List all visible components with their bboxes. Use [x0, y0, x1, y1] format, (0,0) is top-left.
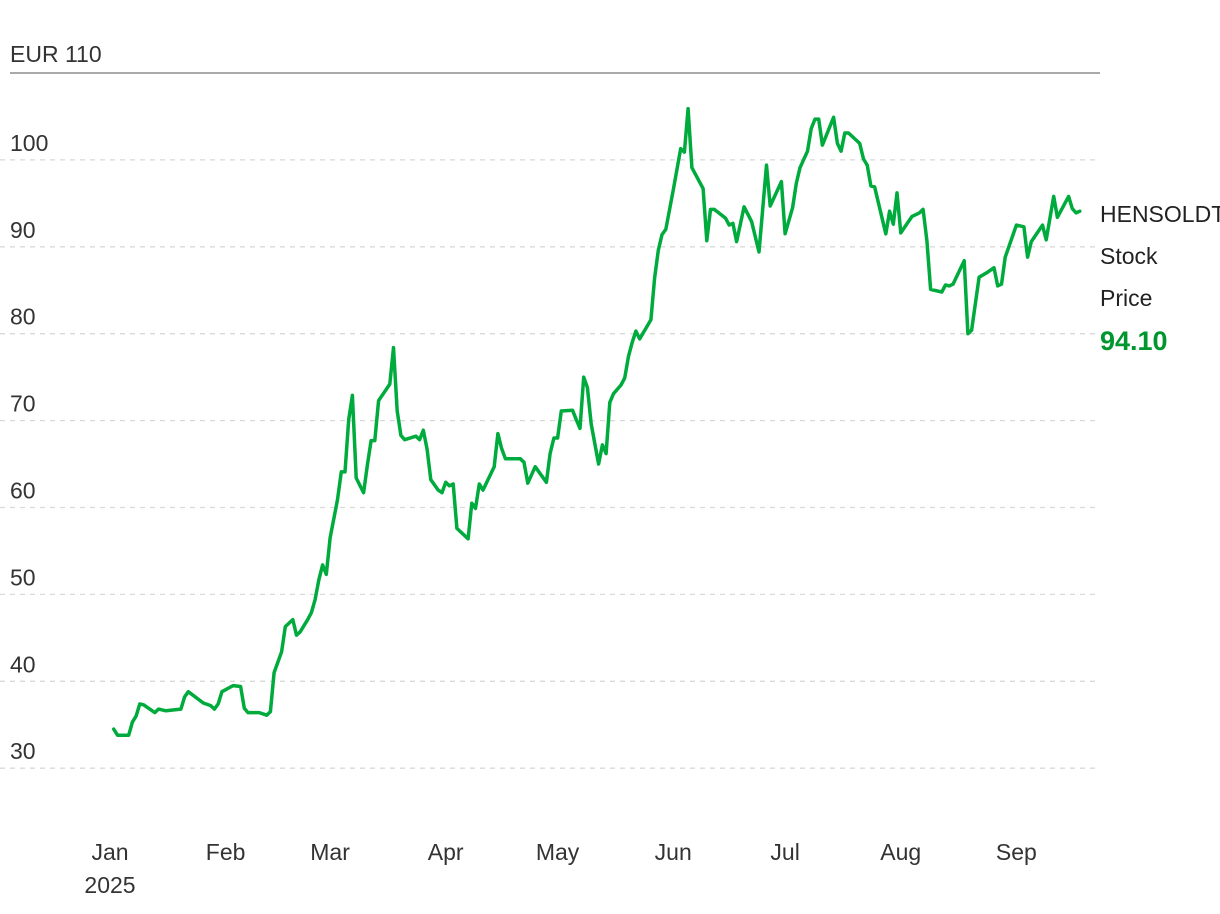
x-tick-label: Feb [206, 839, 246, 865]
x-axis-ticks: Jan 2025 Feb Mar Apr May Jun Jul Aug Sep [84, 839, 1036, 898]
y-tick-label: 70 [10, 391, 36, 417]
y-tick-label: 90 [10, 217, 36, 243]
x-tick-label: Aug [880, 839, 921, 865]
series-label-line-1: HENSOLDT [1100, 201, 1220, 227]
y-tick-label: 50 [10, 564, 36, 590]
x-tick-label: Sep [996, 839, 1037, 865]
series-label-line-2: Stock [1100, 243, 1158, 269]
price-line [111, 106, 1082, 737]
x-tick-label: Apr [428, 839, 464, 865]
y-tick-label: 80 [10, 304, 36, 330]
y-tick-label: 60 [10, 478, 36, 504]
x-tick-label: Jun [655, 839, 692, 865]
y-tick-label: 100 [10, 130, 48, 156]
y-tick-label: 30 [10, 738, 36, 764]
x-tick-label: Mar [310, 839, 350, 865]
x-tick-year-label: 2025 [84, 872, 135, 898]
last-price-value: 94.10 [1100, 326, 1168, 356]
x-tick-label: Jul [770, 839, 799, 865]
gridlines [0, 159, 1100, 769]
y-tick-label: 40 [10, 651, 36, 677]
series-label-line-3: Price [1100, 285, 1152, 311]
unit-label: EUR 110 [10, 41, 102, 67]
y-axis-ticks: 100 90 80 70 60 50 40 30 [10, 130, 48, 764]
series-legend: HENSOLDT Stock Price 94.10 [1100, 201, 1220, 356]
x-tick-label: May [536, 839, 580, 865]
x-tick-label: Jan [91, 839, 128, 865]
